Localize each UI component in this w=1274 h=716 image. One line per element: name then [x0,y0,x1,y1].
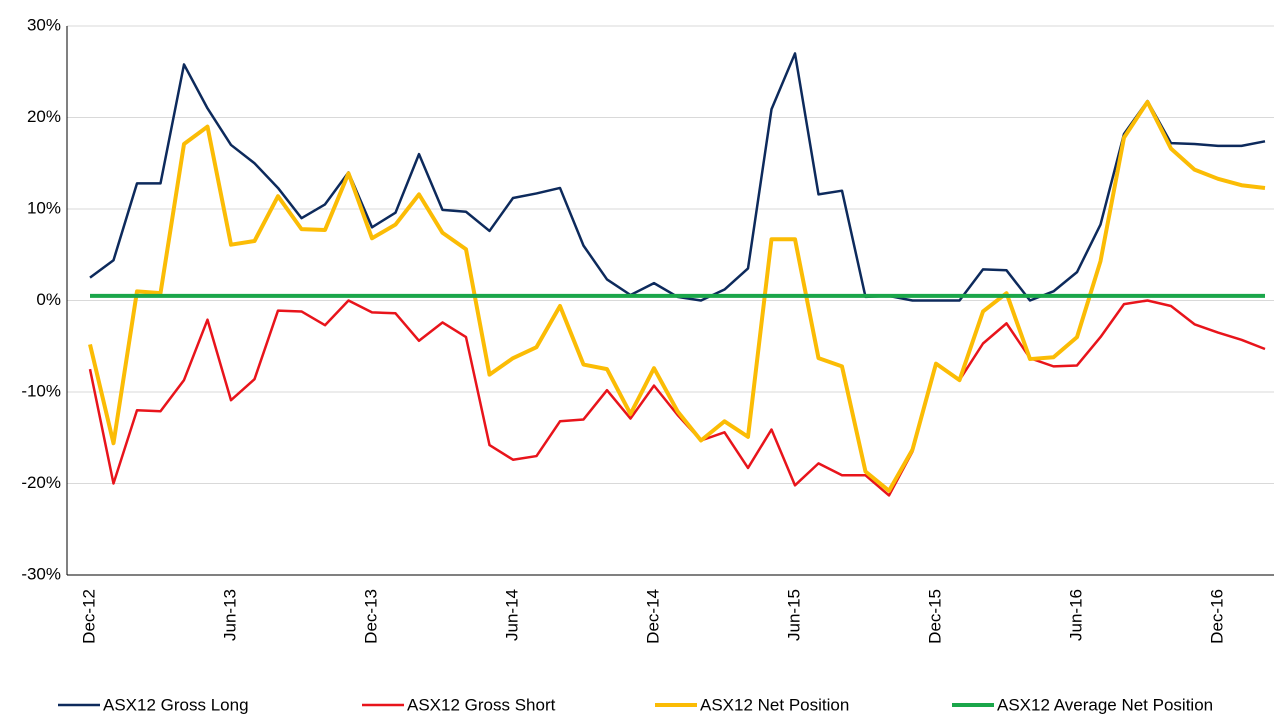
y-tick-label: 10% [27,198,61,217]
series-line [89,52,1266,302]
legend-label: ASX12 Net Position [700,695,849,714]
x-tick-label: Dec-15 [925,589,944,644]
x-tick-label: Jun-16 [1066,589,1085,641]
x-tick-label: Dec-12 [79,589,98,644]
y-tick-label: -10% [21,381,61,400]
series-line [88,299,1266,497]
y-tick-label: 30% [27,15,61,34]
y-tick-label: 0% [36,290,61,309]
series-line [88,99,1266,493]
y-tick-label: 20% [27,107,61,126]
x-tick-label: Dec-14 [643,589,662,644]
legend-label: ASX12 Gross Long [103,695,249,714]
x-tick-label: Jun-14 [502,589,521,641]
x-tick-label: Dec-16 [1207,589,1226,644]
x-tick-label: Jun-15 [784,589,803,641]
x-tick-label: Jun-13 [220,589,239,641]
legend-label: ASX12 Average Net Position [997,695,1213,714]
y-tick-label: -30% [21,564,61,583]
y-tick-label: -20% [21,473,61,492]
legend-label: ASX12 Gross Short [407,695,556,714]
x-tick-label: Dec-13 [361,589,380,644]
